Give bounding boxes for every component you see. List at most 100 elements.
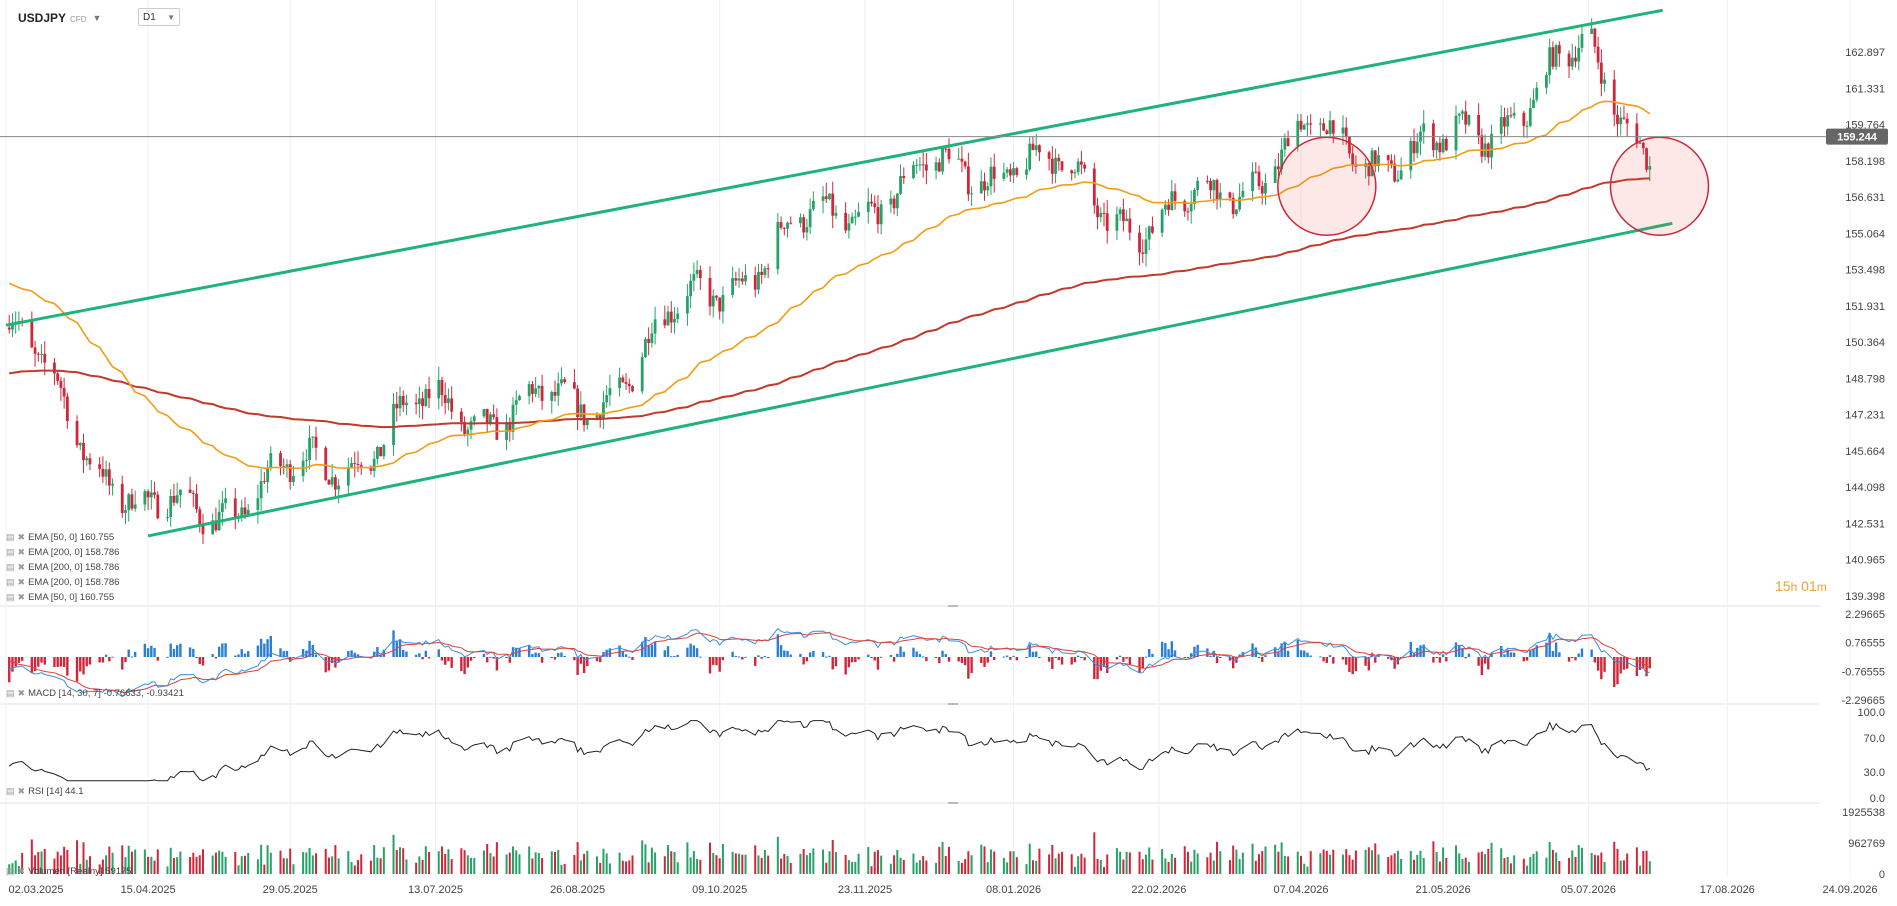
candle-body (673, 319, 676, 323)
candle-body (1548, 47, 1552, 76)
candle-body (178, 489, 182, 496)
volume-bar (311, 855, 314, 874)
date-axis-tick: 26.08.2025 (550, 884, 605, 896)
settings-icon[interactable]: ▤ (6, 547, 15, 557)
close-icon[interactable]: ✖ (17, 688, 26, 698)
legend-volume[interactable]: ▤ ✖ Volumen [Realny] 59175 (6, 866, 132, 877)
legend-macd[interactable]: ▤ ✖ MACD [14, 30, 7] -0.76633, -0.93421 (6, 688, 184, 699)
chevron-down-icon[interactable]: ▼ (92, 13, 102, 23)
close-icon[interactable]: ✖ (17, 532, 26, 542)
candle-body (766, 268, 770, 270)
candle-body (1344, 127, 1348, 138)
candle-body (1454, 115, 1458, 151)
macd-bar (1141, 657, 1144, 669)
candle-body (508, 421, 512, 432)
candle-body (734, 278, 738, 281)
macd-bar (79, 657, 82, 672)
volume-bar (922, 856, 925, 874)
candle-body (1302, 124, 1306, 130)
volume-bar (1345, 849, 1348, 874)
candle-body (602, 402, 605, 419)
volume-bar (79, 863, 82, 874)
settings-icon[interactable]: ▤ (6, 866, 15, 876)
panel-resize-handle (948, 703, 958, 705)
macd-bar (11, 657, 14, 672)
macd-bar (899, 646, 902, 657)
macd-bar (960, 657, 964, 664)
settings-icon[interactable]: ▤ (6, 532, 15, 542)
settings-icon[interactable]: ▤ (6, 688, 15, 698)
volume-bar (1513, 855, 1516, 874)
timeframe-selector[interactable]: D1 ▼ (138, 8, 180, 26)
close-icon[interactable]: ✖ (17, 592, 26, 602)
macd-bar (188, 647, 192, 657)
macd-bar (485, 657, 489, 663)
macd-bar (347, 650, 350, 657)
macd-bar (1613, 657, 1616, 688)
legend-ema-1[interactable]: ▤ ✖ EMA [50, 0] 160.755 (6, 532, 114, 543)
symbol-selector[interactable]: USDJPY CFD ▼ (18, 8, 101, 28)
volume-bar (983, 846, 986, 874)
macd-bar (62, 657, 66, 668)
candle-body (146, 491, 150, 498)
legend-ema-5[interactable]: ▤ ✖ EMA [50, 0] 160.755 (6, 592, 114, 603)
volume-bar (625, 861, 628, 874)
close-icon[interactable]: ✖ (17, 786, 26, 796)
candle-body (986, 186, 990, 191)
volume-bar (1054, 858, 1057, 874)
volume-bar (1577, 845, 1580, 874)
settings-icon[interactable]: ▤ (6, 577, 15, 587)
macd-bar (314, 654, 318, 657)
candle-body (585, 419, 589, 426)
legend-rsi[interactable]: ▤ ✖ RSI [14] 44.1 (6, 786, 84, 797)
legend-ema-3[interactable]: ▤ ✖ EMA [200, 0] 158.786 (6, 562, 119, 573)
candle-body (802, 217, 806, 233)
price-axis-tick: 144.098 (1845, 482, 1885, 494)
legend-ema-4[interactable]: ▤ ✖ EMA [200, 0] 158.786 (6, 577, 119, 588)
candle-body (870, 201, 873, 204)
macd-bar (912, 647, 915, 657)
candle-body (382, 445, 386, 457)
macd-bar (915, 651, 918, 657)
candle-body (1348, 137, 1351, 154)
chevron-down-icon[interactable]: ▼ (167, 12, 175, 22)
volume-bar (1442, 847, 1445, 874)
candle-body (1251, 171, 1254, 191)
settings-icon[interactable]: ▤ (6, 562, 15, 572)
settings-icon[interactable]: ▤ (6, 592, 15, 602)
candle-body (1512, 112, 1516, 116)
close-icon[interactable]: ✖ (17, 866, 26, 876)
macd-bar (192, 648, 195, 657)
volume-bar (1374, 843, 1377, 874)
macd-bar (195, 657, 198, 658)
close-icon[interactable]: ✖ (17, 577, 26, 587)
candle-body (644, 338, 647, 358)
legend-ema-2[interactable]: ▤ ✖ EMA [200, 0] 158.786 (6, 547, 119, 558)
settings-icon[interactable]: ▤ (6, 786, 15, 796)
macd-bar (444, 657, 447, 665)
volume-bar (482, 850, 485, 874)
candle-body (618, 377, 621, 389)
volume-bar (825, 862, 828, 874)
volume-bar (1251, 843, 1254, 874)
volume-bar (809, 852, 812, 874)
macd-bar (896, 653, 899, 657)
macd-bar (440, 657, 444, 661)
volume-bar (1351, 859, 1354, 874)
macd-bar (1638, 657, 1642, 670)
candle-body (1047, 152, 1051, 159)
volume-bar (760, 857, 763, 874)
date-axis-tick: 29.05.2025 (263, 884, 318, 896)
volume-bar (1299, 855, 1302, 874)
candle-body (966, 166, 970, 195)
candle-body (866, 201, 870, 212)
close-icon[interactable]: ✖ (17, 547, 26, 557)
volume-bar (305, 852, 308, 874)
close-icon[interactable]: ✖ (17, 562, 26, 572)
volume-bar (599, 862, 602, 874)
volume-bar (369, 860, 372, 874)
macd-bar (831, 657, 834, 670)
macd-bar (621, 651, 625, 657)
candle-body (256, 498, 260, 510)
